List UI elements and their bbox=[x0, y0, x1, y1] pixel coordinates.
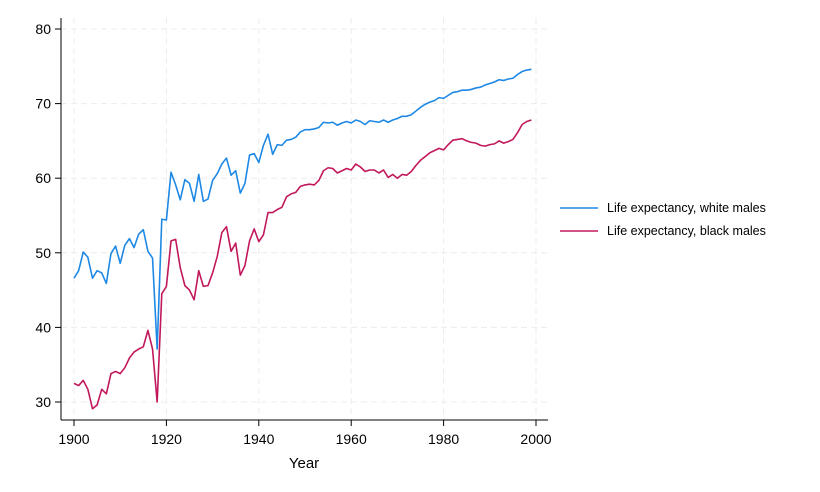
legend-label: Life expectancy, white males bbox=[607, 201, 766, 215]
y-axis-ticks: 30 40 50 60 70 80 bbox=[35, 21, 61, 410]
x-tick-label: 2000 bbox=[520, 431, 551, 447]
series-line-white-males bbox=[73, 68, 532, 350]
axes bbox=[60, 18, 548, 421]
legend: Life expectancy, white males Life expecta… bbox=[560, 201, 766, 238]
gridlines bbox=[61, 18, 548, 420]
y-tick-label: 80 bbox=[35, 21, 51, 37]
x-tick-label: 1980 bbox=[428, 431, 459, 447]
x-tick-label: 1940 bbox=[243, 431, 274, 447]
x-axis-ticks: 1900 1920 1940 1960 1980 2000 bbox=[58, 420, 552, 447]
y-tick-label: 60 bbox=[35, 170, 51, 186]
x-axis-title: Year bbox=[289, 455, 319, 472]
series-line-black-males bbox=[73, 119, 532, 410]
series-layer bbox=[73, 68, 532, 410]
y-tick-label: 30 bbox=[35, 394, 51, 410]
x-tick-label: 1920 bbox=[151, 431, 182, 447]
y-tick-label: 70 bbox=[35, 96, 51, 112]
x-tick-label: 1960 bbox=[336, 431, 367, 447]
y-tick-label: 50 bbox=[35, 245, 51, 261]
y-tick-label: 40 bbox=[35, 319, 51, 335]
x-tick-label: 1900 bbox=[58, 431, 89, 447]
legend-label: Life expectancy, black males bbox=[607, 224, 766, 238]
